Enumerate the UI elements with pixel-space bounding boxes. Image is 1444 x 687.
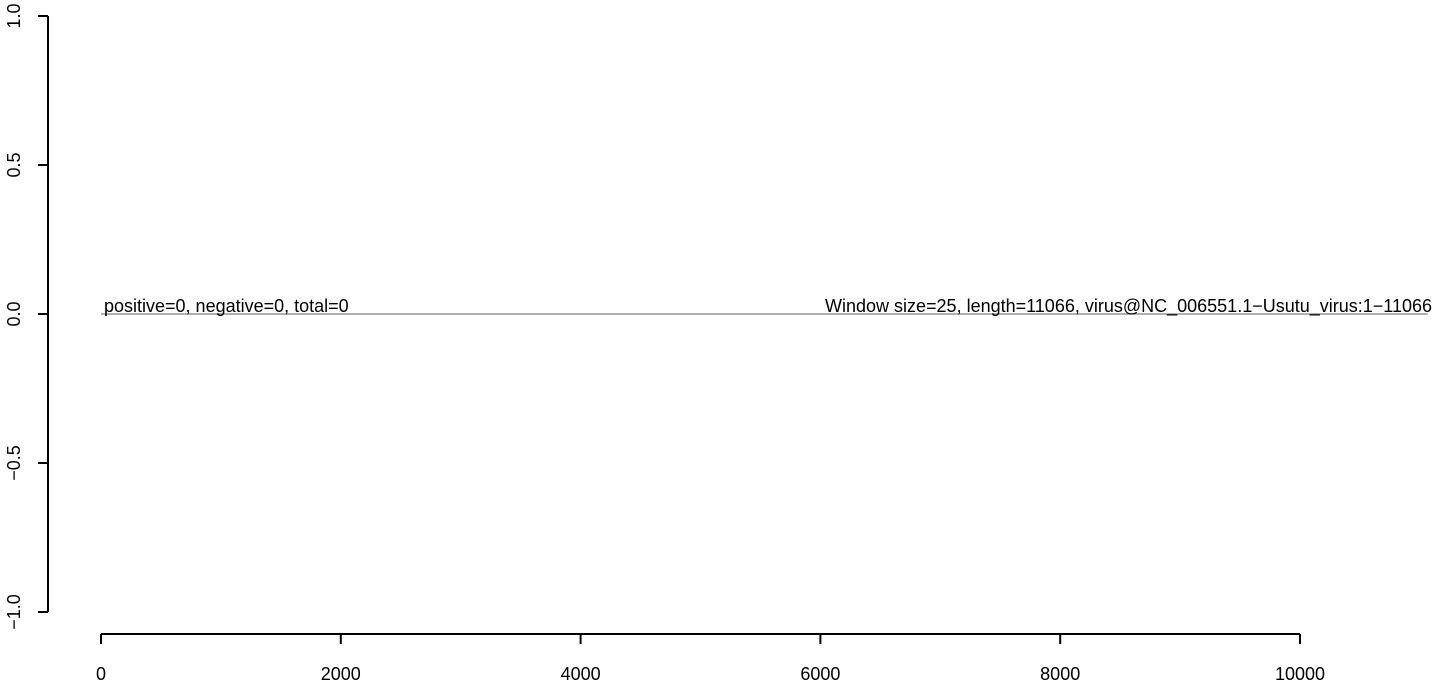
y-tick-label: 0.0 (4, 301, 24, 326)
x-tick-label: 0 (96, 664, 106, 684)
y-axis: −1.0 −0.5 0.0 0.5 1.0 (4, 3, 49, 630)
x-tick-label: 2000 (321, 664, 361, 684)
x-tick-label: 8000 (1040, 664, 1080, 684)
x-tick-label: 10000 (1275, 664, 1325, 684)
y-tick-label: −1.0 (4, 594, 24, 630)
x-tick-label: 6000 (800, 664, 840, 684)
x-axis: 0 2000 4000 6000 8000 10000 (96, 633, 1325, 684)
y-tick-label: 0.5 (4, 152, 24, 177)
x-tick-label: 4000 (561, 664, 601, 684)
y-tick-label: −0.5 (4, 445, 24, 481)
annotation-counts: positive=0, negative=0, total=0 (104, 296, 349, 316)
annotation-window-info: Window size=25, length=11066, virus@NC_0… (825, 296, 1432, 317)
y-tick-label: 1.0 (4, 3, 24, 28)
